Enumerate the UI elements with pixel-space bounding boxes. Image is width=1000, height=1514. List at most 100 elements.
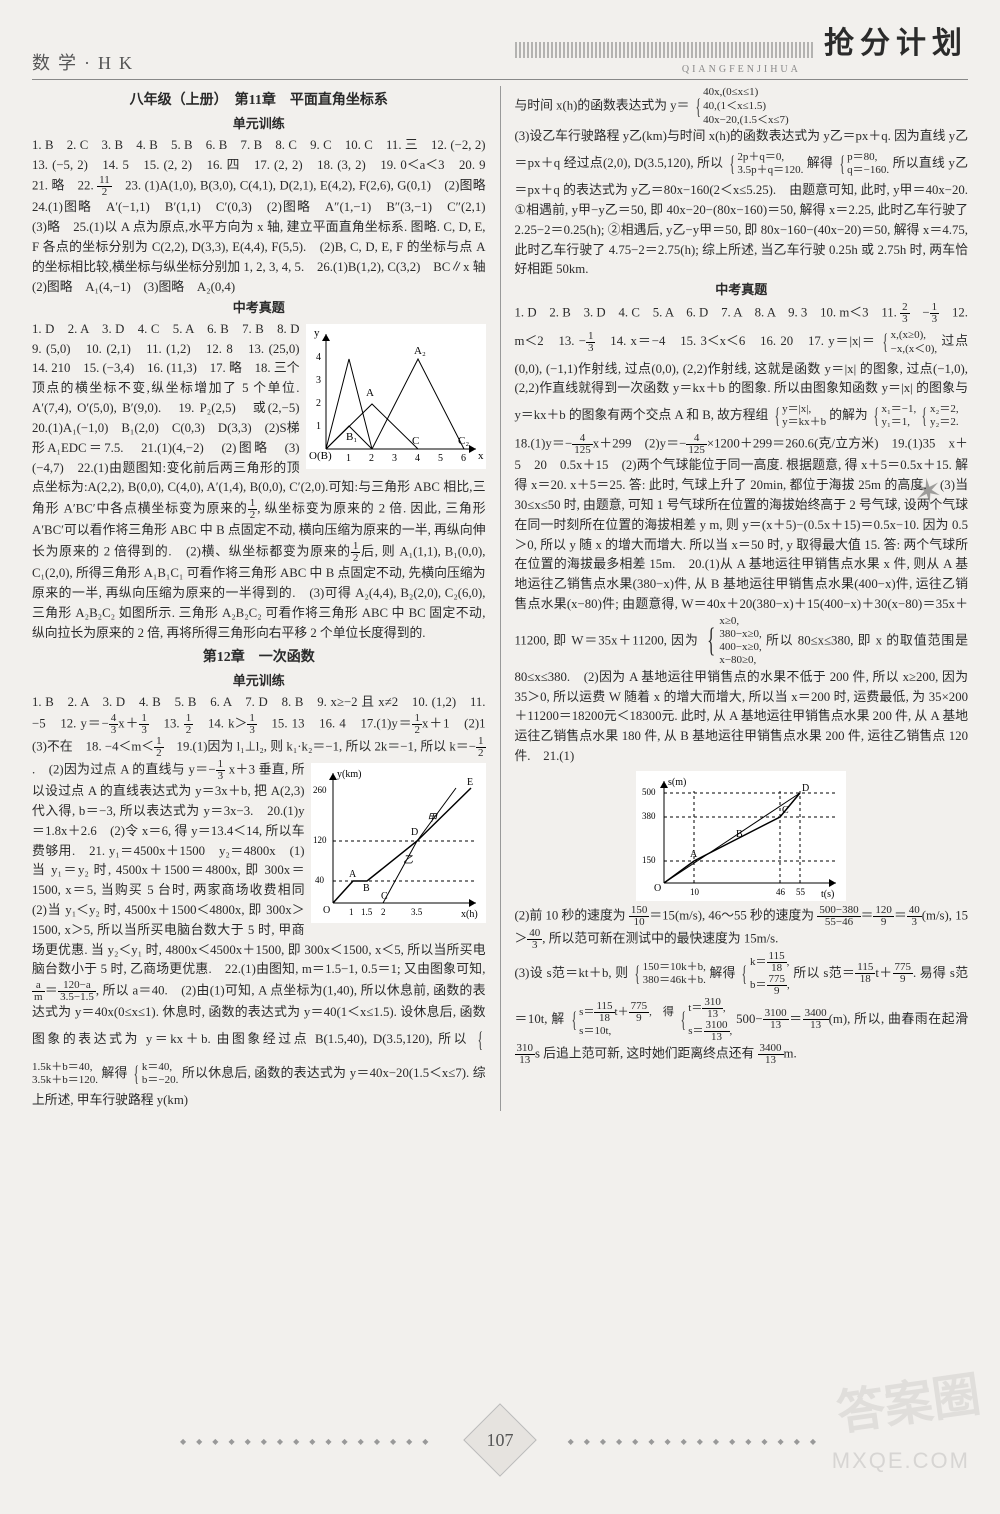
svg-text:120: 120 xyxy=(313,835,327,845)
svg-text:380: 380 xyxy=(642,811,656,821)
frac12e: 12 xyxy=(154,736,164,759)
f403a: 403 xyxy=(907,905,922,928)
svg-text:B: B xyxy=(363,883,370,894)
barcode-decor xyxy=(515,42,815,58)
sec-12-title: 第12章 一次函数 xyxy=(32,647,486,669)
col-left: 八年级（上册） 第11章 平面直角坐标系 单元训练 1. B 2. C 3. B… xyxy=(32,86,501,1111)
p2c: 后, 则 A₁(1,1), B₁(0,0), C₁(2,0), 所得三角形 A₁… xyxy=(32,544,486,639)
frac43: 43 xyxy=(109,713,119,736)
svg-text:t(s): t(s) xyxy=(821,889,834,900)
rp2: (3)设乙车行驶路程 y乙(km)与时间 x(h)的函数表达式为 y乙＝px＋q… xyxy=(515,127,969,280)
zhongkao-1: 中考真题 xyxy=(32,298,486,318)
svg-text:D: D xyxy=(411,827,418,838)
svg-text:A: A xyxy=(349,869,357,880)
frac4125a: 4125 xyxy=(572,433,593,456)
svg-text:4: 4 xyxy=(316,352,321,363)
p3m: 3.5k＋b＝120. xyxy=(32,1074,98,1086)
svg-text:O: O xyxy=(654,883,661,894)
rp1a: 40x,(0≤x≤1) xyxy=(703,86,758,98)
watermark-url: MXQE.COM xyxy=(832,1448,970,1474)
brace-r2: { xyxy=(729,147,734,181)
rp1b: 40,(1＜x≤1.5) xyxy=(703,100,766,112)
svg-text:3: 3 xyxy=(316,375,321,386)
p3b: x＋ xyxy=(118,716,139,730)
svg-text:C: C xyxy=(782,805,789,816)
svg-text:C₂: C₂ xyxy=(458,435,469,447)
svg-text:10: 10 xyxy=(690,887,700,897)
brace-r1: { xyxy=(695,90,700,124)
svg-text:O: O xyxy=(323,905,330,916)
svg-text:D: D xyxy=(802,783,809,794)
rp3j: 的解为 xyxy=(829,408,867,422)
fracam: am xyxy=(32,980,45,1003)
svg-text:2: 2 xyxy=(316,398,321,409)
svg-text:y(km): y(km) xyxy=(337,769,361,780)
svg-text:O(B): O(B) xyxy=(309,450,332,462)
svg-text:A: A xyxy=(690,849,698,860)
svg-text:C: C xyxy=(381,891,388,902)
frac13a: 13 xyxy=(139,713,149,736)
svg-text:2: 2 xyxy=(369,453,374,464)
p3d: 14. k＞ xyxy=(193,716,247,730)
p3q: 所以休息后, 函数的表达式为 y＝40x−20(1.5＜x≤7). 综上所述, … xyxy=(32,1066,486,1107)
svg-text:甲: 甲 xyxy=(427,813,438,824)
svg-text:x: x xyxy=(478,450,484,462)
brace-l1: { xyxy=(478,1023,483,1057)
page-number-badge: 107 xyxy=(463,1403,537,1477)
rp3d: 14. x＝−4 15. 3＜x＜6 16. 20 17. y＝|x|＝ xyxy=(595,334,875,348)
sec-11-sub: 单元训练 xyxy=(32,114,486,134)
p3n: 解得 xyxy=(102,1066,128,1080)
fig3-chart: t(s) s(m) 150380500 104655 O A B C D xyxy=(636,771,846,901)
rp1c: 40x−20,(1.5＜x≤7) xyxy=(703,114,789,126)
rp5wrap: (3)设 s范＝kt＋b, 则 {150＝10k＋b,380＝46k＋b. 解得… xyxy=(515,951,969,1066)
svg-text:y: y xyxy=(314,327,320,339)
svg-text:3: 3 xyxy=(392,453,397,464)
header-subject: 数学·HK xyxy=(32,49,140,75)
footer-dots-left: ◆ ◆ ◆ ◆ ◆ ◆ ◆ ◆ ◆ ◆ ◆ ◆ ◆ ◆ ◆ ◆ xyxy=(180,1437,432,1446)
svg-text:3.5: 3.5 xyxy=(411,907,423,917)
rp3: 1. D 2. B 3. D 4. C 5. A 6. D 7. A 8. A … xyxy=(515,306,901,320)
rp4b: ＝ xyxy=(861,908,874,922)
brace-l2: { xyxy=(134,1057,139,1091)
svg-text:500: 500 xyxy=(642,787,656,797)
rp3b: − xyxy=(910,306,930,320)
header-brand: 抢分计划 xyxy=(824,27,968,60)
svg-text:A: A xyxy=(366,387,374,399)
rp3p: x＋299 (2)y＝− xyxy=(593,437,687,451)
frac-11-2: 112 xyxy=(97,175,112,198)
brace-r10: { xyxy=(742,957,747,991)
footer-dots-right: ◆ ◆ ◆ ◆ ◆ ◆ ◆ ◆ ◆ ◆ ◆ ◆ ◆ ◆ ◆ ◆ xyxy=(568,1437,820,1446)
svg-text:6: 6 xyxy=(461,453,466,464)
svg-text:B₁: B₁ xyxy=(346,431,357,443)
watermark-logo: 答案圈 xyxy=(832,1354,984,1443)
f15010: 15010 xyxy=(629,905,650,928)
header: 数学·HK 抢分计划 QIANGFENJIHUA xyxy=(32,18,968,80)
sec-11-title: 八年级（上册） 第11章 平面直角坐标系 xyxy=(32,90,486,112)
frac12c: 12 xyxy=(184,713,194,736)
brace-r3: { xyxy=(839,147,844,181)
brace-r7: { xyxy=(922,399,927,433)
svg-text:1: 1 xyxy=(349,907,354,917)
svg-text:5: 5 xyxy=(438,453,443,464)
frac1203: 120−a3.5−1.5 xyxy=(58,980,96,1003)
header-pinyin: QIANGFENJIHUA xyxy=(515,64,968,75)
frac23a: 23 xyxy=(900,302,910,325)
svg-text:乙: 乙 xyxy=(403,855,413,866)
frac4125b: 4125 xyxy=(686,433,707,456)
svg-text:s(m): s(m) xyxy=(668,777,686,788)
svg-text:1: 1 xyxy=(316,421,321,432)
f500380: 500−38055−46 xyxy=(817,905,860,928)
svg-text:46: 46 xyxy=(776,887,786,897)
frac12f: 12 xyxy=(476,736,486,759)
fig1-chart: x y O(B) 123 456 1234 A A₂ B₁ C C₂ xyxy=(306,324,486,469)
p3j: ＝ xyxy=(45,984,59,998)
p3h: . (2)因为过点 A 的直线与 y＝− xyxy=(32,762,216,776)
svg-text:E: E xyxy=(467,777,473,788)
p3l: 1.5k＋b＝40, xyxy=(32,1061,93,1073)
page-root: 数学·HK 抢分计划 QIANGFENJIHUA 八年级（上册） 第11章 平面… xyxy=(0,0,1000,1111)
svg-text:150: 150 xyxy=(642,855,656,865)
sec-12-sub: 单元训练 xyxy=(32,671,486,691)
svg-text:B: B xyxy=(736,829,743,840)
frac-1-2a: 12 xyxy=(248,498,258,521)
p3c: 13. xyxy=(149,716,184,730)
